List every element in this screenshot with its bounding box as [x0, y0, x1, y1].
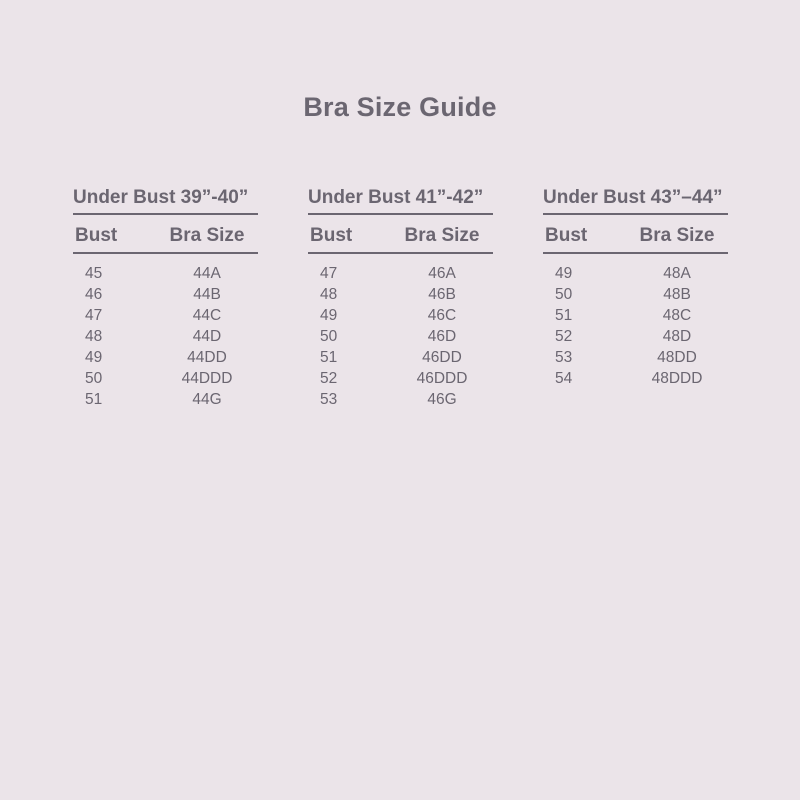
table-rows: 45 44A 46 44B 47 44C 48 44D 49 44DD — [73, 254, 258, 410]
table-row: 48 46B — [308, 284, 493, 305]
bra-size-value: 46D — [427, 328, 457, 345]
bra-size-column-header: Bra Size — [639, 225, 715, 246]
bra-size-value: 46B — [428, 286, 456, 303]
table-row: 47 44C — [73, 305, 258, 326]
column-headers: Bust Bra Size — [543, 215, 728, 254]
bust-value: 53 — [320, 391, 338, 408]
table-title: Under Bust 43”–44” — [543, 188, 728, 215]
bust-value: 49 — [85, 349, 103, 366]
bust-value: 46 — [85, 286, 103, 303]
bra-size-guide-page: Bra Size Guide Under Bust 39”-40” Bust B… — [0, 92, 800, 410]
table-row: 50 46D — [308, 326, 493, 347]
table-row: 52 46DDD — [308, 368, 493, 389]
bust-value: 45 — [85, 265, 103, 282]
bust-value: 49 — [555, 265, 573, 282]
bra-size-value: 44B — [193, 286, 221, 303]
bust-value: 50 — [85, 370, 103, 387]
bust-value: 52 — [555, 328, 573, 345]
table-rows: 49 48A 50 48B 51 48C 52 48D 53 48DD — [543, 254, 728, 389]
table-row: 50 48B — [543, 284, 728, 305]
size-table-under-bust-43-44: Under Bust 43”–44” Bust Bra Size 49 48A … — [543, 188, 728, 410]
bra-size-value: 46G — [427, 391, 457, 408]
table-row: 52 48D — [543, 326, 728, 347]
table-row: 53 46G — [308, 389, 493, 410]
bust-column-header: Bust — [310, 225, 353, 246]
table-row: 48 44D — [73, 326, 258, 347]
bra-size-value: 44DD — [187, 349, 227, 366]
table-row: 45 44A — [73, 263, 258, 284]
bra-size-value: 44A — [193, 265, 221, 282]
bra-size-value: 44D — [192, 328, 222, 345]
bust-value: 50 — [555, 286, 573, 303]
table-row: 49 44DD — [73, 347, 258, 368]
bra-size-value: 44C — [192, 307, 222, 324]
table-row: 50 44DDD — [73, 368, 258, 389]
bra-size-value: 48DDD — [651, 370, 703, 387]
table-row: 51 48C — [543, 305, 728, 326]
bra-size-column-header: Bra Size — [404, 225, 480, 246]
bust-value: 51 — [320, 349, 338, 366]
size-table-under-bust-39-40: Under Bust 39”-40” Bust Bra Size 45 44A … — [73, 188, 258, 410]
bra-size-value: 48DD — [657, 349, 697, 366]
table-row: 46 44B — [73, 284, 258, 305]
bust-value: 50 — [320, 328, 338, 345]
bust-column-header: Bust — [75, 225, 118, 246]
bra-size-value: 44G — [192, 391, 222, 408]
table-row: 47 46A — [308, 263, 493, 284]
bust-value: 52 — [320, 370, 338, 387]
bra-size-value: 46A — [428, 265, 456, 282]
bra-size-value: 48B — [663, 286, 691, 303]
column-headers: Bust Bra Size — [308, 215, 493, 254]
bra-size-value: 46DD — [422, 349, 462, 366]
bra-size-column-header: Bra Size — [169, 225, 245, 246]
bra-size-value: 44DDD — [181, 370, 233, 387]
table-row: 49 46C — [308, 305, 493, 326]
table-rows: 47 46A 48 46B 49 46C 50 46D 51 46DD — [308, 254, 493, 410]
bust-column-header: Bust — [545, 225, 588, 246]
table-title: Under Bust 39”-40” — [73, 188, 258, 215]
bust-value: 54 — [555, 370, 573, 387]
bra-size-value: 48A — [663, 265, 691, 282]
page-title: Bra Size Guide — [303, 92, 497, 122]
bust-value: 48 — [85, 328, 103, 345]
column-headers: Bust Bra Size — [73, 215, 258, 254]
bust-value: 53 — [555, 349, 573, 366]
table-row: 51 46DD — [308, 347, 493, 368]
bust-value: 47 — [85, 307, 103, 324]
bust-value: 48 — [320, 286, 338, 303]
bra-size-value: 48C — [662, 307, 692, 324]
table-row: 51 44G — [73, 389, 258, 410]
bust-value: 51 — [85, 391, 103, 408]
table-row: 53 48DD — [543, 347, 728, 368]
bust-value: 49 — [320, 307, 338, 324]
bra-size-value: 46DDD — [416, 370, 468, 387]
table-row: 49 48A — [543, 263, 728, 284]
bra-size-value: 46C — [427, 307, 457, 324]
bra-size-value: 48D — [662, 328, 692, 345]
table-row: 54 48DDD — [543, 368, 728, 389]
tables-container: Under Bust 39”-40” Bust Bra Size 45 44A … — [0, 188, 800, 410]
table-title: Under Bust 41”-42” — [308, 188, 493, 215]
bust-value: 47 — [320, 265, 338, 282]
size-table-under-bust-41-42: Under Bust 41”-42” Bust Bra Size 47 46A … — [308, 188, 493, 410]
bust-value: 51 — [555, 307, 573, 324]
